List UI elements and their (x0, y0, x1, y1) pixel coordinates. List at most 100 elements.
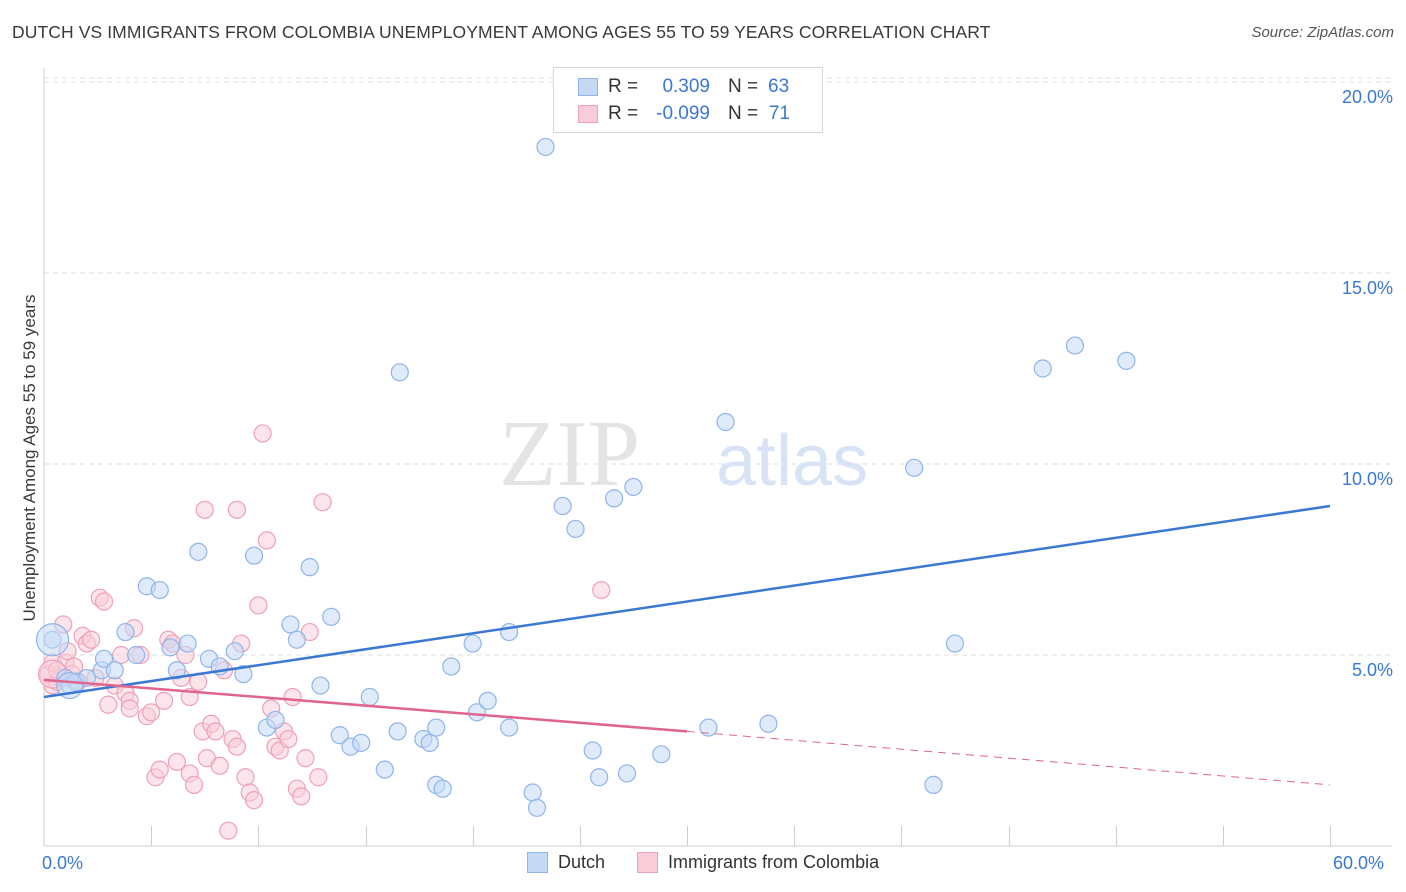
colombia-point (94, 592, 114, 611)
dutch-point (94, 649, 114, 668)
colombia-point (227, 737, 246, 756)
y-axis-label: Unemployment Among Ages 55 to 59 years (20, 294, 39, 622)
dutch-point (150, 580, 169, 600)
dutch-point (624, 477, 643, 497)
source-label: Source: ZipAtlas.com (1251, 24, 1394, 41)
dutch-point (699, 718, 718, 737)
colombia-point (219, 821, 238, 840)
dutch-point (300, 558, 319, 577)
colombia-point (82, 630, 101, 649)
y-tick-15: 15.0% (1341, 278, 1393, 298)
legend-row-colombia: R = -0.099 N = 71 (578, 101, 790, 127)
dutch-point (234, 664, 253, 684)
chart-title: DUTCH VS IMMIGRANTS FROM COLOMBIA UNEMPL… (12, 22, 991, 42)
dutch-point (652, 745, 671, 764)
colombia-point (167, 752, 186, 772)
colombia-point (154, 691, 174, 710)
series-label-dutch: Dutch (558, 852, 606, 872)
legend-n-value: 63 (768, 76, 790, 97)
dutch-point (759, 714, 778, 733)
trend-lines (43, 504, 1331, 786)
dutch-point (375, 760, 394, 779)
x-tick-min: 0.0% (42, 853, 84, 873)
dutch-point (905, 458, 924, 477)
legend-n-label: N = (728, 103, 759, 124)
watermark: ZIP atlas (499, 402, 868, 506)
dutch-point (266, 710, 285, 730)
series-legend: Dutch Immigrants from Colombia (527, 852, 879, 873)
watermark-zip: ZIP (499, 402, 640, 506)
colombia-point (292, 787, 311, 806)
dutch-point (590, 768, 609, 787)
dutch-point (311, 676, 330, 695)
dutch-point (360, 687, 379, 707)
dutch-trend-line (43, 504, 1331, 699)
y-tick-20: 20.0% (1341, 87, 1393, 107)
colombia-point (249, 596, 268, 615)
dutch-point (553, 496, 572, 516)
colombia-point (253, 424, 272, 443)
dutch-point (536, 137, 555, 157)
colombia-point (142, 703, 161, 722)
colombia-point (313, 493, 332, 512)
dutch-point (467, 703, 487, 722)
legend-r-value: 0.309 (662, 76, 710, 97)
legend-swatch-colombia (578, 105, 598, 123)
dutch-point (924, 775, 943, 794)
dutch-point (478, 691, 497, 710)
colombia-trend-line (43, 678, 688, 733)
dutch-point (945, 634, 965, 653)
dutch-point (244, 546, 264, 565)
dutch-point (167, 661, 186, 680)
colombia-point (120, 699, 139, 718)
dutch-point (281, 615, 300, 634)
legend-r-value: -0.099 (656, 103, 710, 124)
colombia-point (184, 775, 204, 794)
dutch-point (352, 733, 371, 752)
watermark-atlas: atlas (716, 421, 868, 501)
x-tick-max: 60.0% (1333, 853, 1385, 873)
legend-n-label: N = (728, 76, 759, 97)
dutch-point (105, 661, 124, 680)
stats-legend: R = 0.309 N = 63 R = -0.099 N = 71 (553, 67, 823, 133)
dutch-point-cluster (35, 623, 70, 657)
dutch-point (1117, 351, 1136, 370)
dutch-point (605, 489, 624, 508)
colombia-point (309, 768, 328, 787)
dutch-point (189, 542, 208, 561)
legend-row-dutch: R = 0.309 N = 63 (578, 74, 798, 100)
y-tick-5: 5.0% (1351, 660, 1393, 680)
colombia-point (257, 531, 277, 550)
colombia-point (99, 695, 118, 714)
colombia-point (227, 500, 246, 519)
dutch-point (161, 638, 180, 657)
dutch-point (420, 733, 439, 752)
dutch-point (322, 607, 341, 626)
series-swatch-colombia (637, 852, 659, 873)
axes (43, 68, 1392, 847)
dutch-points (35, 137, 1136, 817)
series-swatch-dutch (527, 852, 548, 873)
dutch-point (390, 363, 409, 382)
dutch-point (127, 645, 146, 665)
colombia-point (206, 722, 225, 741)
dutch-point (716, 412, 735, 432)
dutch-point (527, 798, 547, 817)
dutch-point (523, 783, 542, 802)
colombia-point (244, 791, 264, 810)
colombia-point (592, 580, 611, 600)
colombia-point (283, 687, 302, 707)
series-label-colombia: Immigrants from Colombia (668, 852, 880, 872)
dutch-point (1065, 336, 1085, 355)
dutch-point (500, 718, 519, 737)
colombia-point (210, 756, 229, 775)
colombia-point (296, 749, 315, 768)
dutch-point (463, 634, 482, 653)
dutch-point (388, 722, 407, 741)
legend-r-label: R = (608, 103, 639, 124)
dutch-point (330, 726, 349, 745)
dutch-point (442, 657, 461, 676)
y-tick-10: 10.0% (1341, 469, 1393, 489)
colombia-trend-extension (686, 730, 1331, 786)
